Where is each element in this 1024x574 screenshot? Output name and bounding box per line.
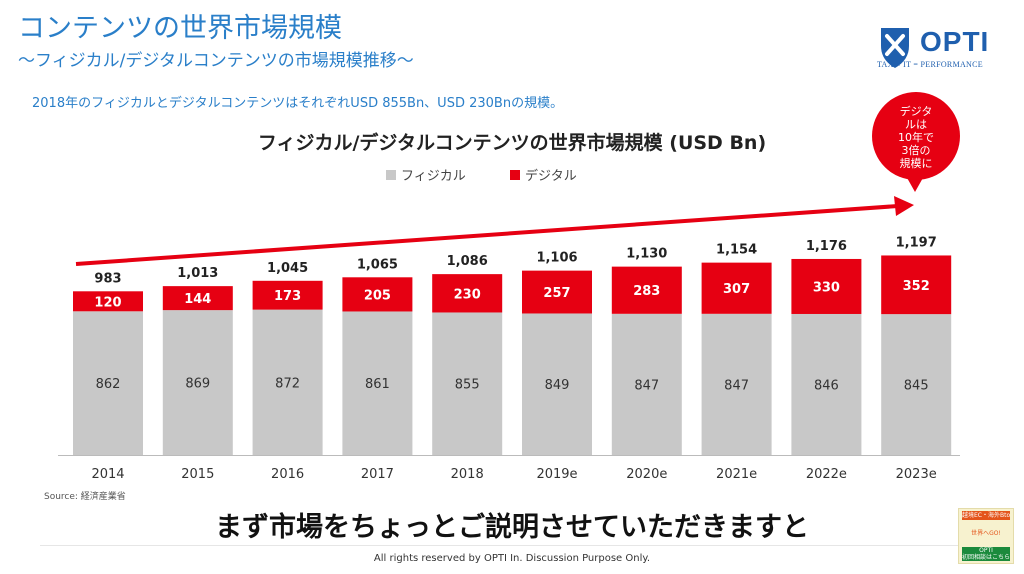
logo-tagline: TAX × IT = PERFORMANCE [877, 60, 983, 69]
data-label-total: 1,065 [357, 257, 398, 272]
bar-digital [522, 270, 592, 314]
legend-label-physical: フィジカル [401, 169, 466, 184]
x-tick-label: 2019e [536, 467, 577, 482]
bar-digital [791, 258, 862, 314]
bar-physical [881, 314, 952, 455]
bar-physical [342, 311, 413, 455]
bar-digital [611, 266, 682, 314]
data-label-total: 1,197 [896, 235, 937, 250]
data-label-physical: 846 [814, 378, 839, 393]
data-label-physical: 862 [96, 377, 121, 392]
data-label-digital: 352 [903, 279, 930, 294]
chart-title: フィジカル/デジタルコンテンツの世界市場規模 (USD Bn) [257, 132, 767, 154]
bar-physical [522, 313, 592, 455]
bar-digital [252, 280, 323, 310]
x-tick-label: 2020e [626, 467, 667, 482]
callout-text: デジタ ルは 10年で 3倍の 規模に [898, 105, 934, 170]
bar-physical [162, 310, 233, 455]
data-label-digital: 205 [364, 288, 391, 303]
bar-digital [881, 255, 952, 315]
bar-digital [432, 274, 503, 313]
callout-bubble: デジタ ルは 10年で 3倍の 規模に [872, 92, 960, 180]
x-tick-label: 2022e [806, 467, 847, 482]
data-label-total: 1,013 [177, 266, 218, 281]
copyright-footer: All rights reserved by OPTI In. Discussi… [373, 553, 651, 564]
data-label-physical: 872 [275, 376, 300, 391]
data-label-total: 1,176 [806, 239, 847, 254]
data-label-physical: 849 [545, 378, 570, 393]
data-label-digital: 257 [543, 286, 570, 301]
data-label-physical: 845 [904, 379, 929, 394]
consultation-badge[interactable]: 越境EC・海外BtoB 世界へGO! OPTI 初回相談はこちら [958, 508, 1014, 564]
footer-divider [40, 545, 990, 546]
bar-physical [73, 311, 143, 455]
data-label-digital: 307 [723, 282, 750, 297]
page-title: コンテンツの世界市場規模 [18, 13, 342, 44]
bar-digital [162, 286, 233, 311]
x-tick-label: 2015 [181, 467, 214, 482]
x-tick-label: 2014 [91, 467, 124, 482]
badge-middle-label: 世界へGO! [971, 530, 1001, 537]
bar-physical [432, 312, 503, 455]
source-note: Source: 経済産業省 [44, 492, 126, 502]
data-label-total: 1,106 [536, 251, 577, 266]
badge-bottom-label: OPTI 初回相談はこちら [962, 547, 1010, 561]
bar-physical [791, 313, 862, 455]
data-label-total: 1,154 [716, 243, 757, 258]
page-subtitle: 〜フィジカル/デジタルコンテンツの市場規模推移〜 [18, 51, 414, 71]
data-label-digital: 120 [94, 295, 121, 310]
summary-text: 2018年のフィジカルとデジタルコンテンツはそれぞれUSD 855Bn、USD … [32, 96, 564, 111]
x-tick-label: 2021e [716, 467, 757, 482]
bar-digital [701, 262, 772, 314]
bar-digital [73, 291, 143, 312]
data-label-physical: 869 [185, 377, 210, 392]
x-tick-label: 2016 [271, 467, 304, 482]
bar-physical [701, 313, 772, 455]
x-tick-label: 2023e [896, 467, 937, 482]
data-label-digital: 330 [813, 280, 840, 295]
data-label-total: 983 [94, 271, 121, 286]
trend-arrow-head [894, 196, 914, 216]
bar-physical [611, 313, 682, 455]
legend-swatch-digital [510, 170, 520, 180]
x-tick-label: 2017 [361, 467, 394, 482]
bar-physical [252, 309, 323, 455]
data-label-physical: 847 [724, 378, 749, 393]
legend-label-digital: デジタル [525, 168, 577, 184]
data-label-digital: 144 [184, 292, 211, 307]
legend-swatch-physical [386, 170, 396, 180]
data-label-total: 1,086 [447, 254, 488, 269]
bar-digital [342, 277, 413, 312]
data-label-physical: 847 [634, 378, 659, 393]
video-caption: まず市場をちょっとご説明させていただきますと [215, 512, 809, 543]
x-tick-label: 2018 [451, 467, 484, 482]
data-label-digital: 173 [274, 289, 301, 304]
data-label-digital: 230 [454, 287, 481, 302]
opti-logo [881, 28, 909, 68]
data-label-physical: 855 [455, 378, 480, 393]
trend-arrow-line [75, 204, 899, 266]
data-label-total: 1,045 [267, 261, 308, 276]
data-label-total: 1,130 [626, 247, 667, 262]
callout-tail [906, 176, 924, 192]
data-label-digital: 283 [633, 284, 660, 299]
logo-wordmark: OPTI [920, 26, 990, 57]
badge-top-label: 越境EC・海外BtoB [962, 511, 1010, 520]
data-label-physical: 861 [365, 377, 390, 392]
